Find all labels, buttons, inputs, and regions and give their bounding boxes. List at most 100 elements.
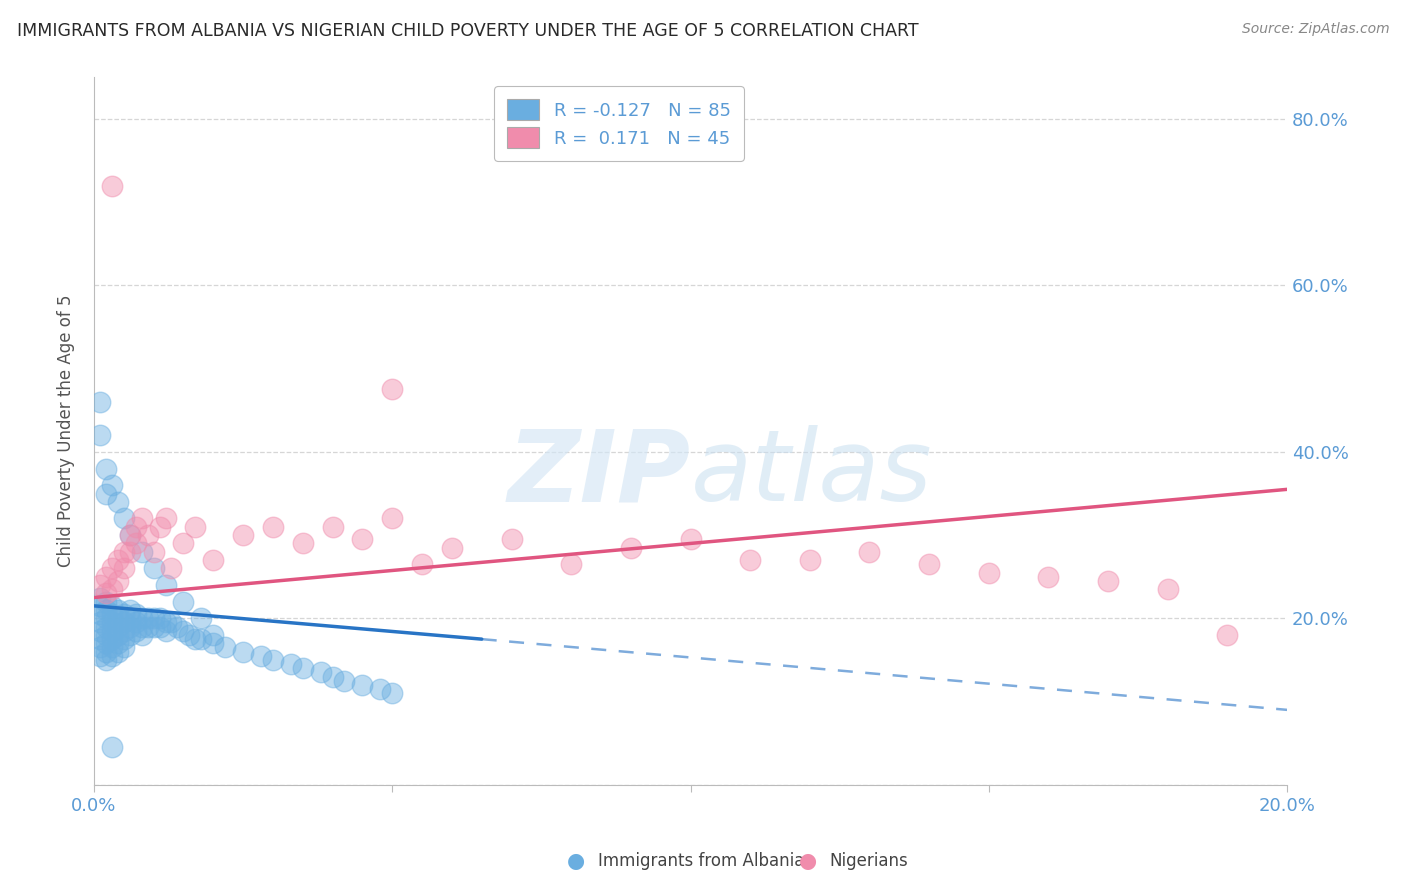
Point: [148, 520, 170, 534]
Point: [131, 511, 153, 525]
Point: [125, 607, 148, 622]
Point: [179, 628, 201, 642]
Point: [142, 561, 165, 575]
Point: [107, 636, 129, 650]
Point: [352, 678, 374, 692]
Point: [148, 620, 170, 634]
Text: ZIP: ZIP: [508, 425, 690, 522]
Point: [94, 620, 117, 634]
Point: [89, 591, 111, 605]
Point: [166, 620, 188, 634]
Y-axis label: Child Poverty Under the Age of 5: Child Poverty Under the Age of 5: [58, 295, 75, 567]
Point: [136, 620, 159, 634]
Point: [94, 595, 117, 609]
Point: [142, 611, 165, 625]
Point: [322, 669, 344, 683]
Point: [89, 395, 111, 409]
Point: [172, 624, 194, 638]
Point: [112, 607, 135, 622]
Point: [94, 611, 117, 625]
Point: [94, 603, 117, 617]
Text: ●: ●: [800, 851, 817, 871]
Point: [118, 620, 141, 634]
Point: [136, 611, 159, 625]
Point: [184, 632, 207, 647]
Point: [118, 611, 141, 625]
Point: [918, 558, 941, 572]
Point: [352, 533, 374, 547]
Point: [214, 640, 236, 655]
Point: [1097, 574, 1119, 588]
Point: [94, 570, 117, 584]
Point: [118, 603, 141, 617]
Point: [411, 558, 433, 572]
Point: [94, 586, 117, 600]
Point: [280, 657, 302, 672]
Point: [232, 528, 254, 542]
Point: [101, 599, 124, 613]
Point: [107, 574, 129, 588]
Point: [309, 665, 332, 680]
Point: [172, 536, 194, 550]
Point: [89, 599, 111, 613]
Point: [101, 615, 124, 630]
Point: [262, 653, 284, 667]
Point: [679, 533, 702, 547]
Point: [112, 632, 135, 647]
Text: IMMIGRANTS FROM ALBANIA VS NIGERIAN CHILD POVERTY UNDER THE AGE OF 5 CORRELATION: IMMIGRANTS FROM ALBANIA VS NIGERIAN CHIL…: [17, 22, 918, 40]
Point: [160, 561, 183, 575]
Point: [107, 611, 129, 625]
Point: [101, 561, 124, 575]
Point: [125, 536, 148, 550]
Point: [155, 511, 177, 525]
Point: [125, 520, 148, 534]
Point: [89, 640, 111, 655]
Point: [89, 624, 111, 638]
Point: [89, 648, 111, 663]
Point: [107, 628, 129, 642]
Point: [94, 486, 117, 500]
Text: Source: ZipAtlas.com: Source: ZipAtlas.com: [1241, 22, 1389, 37]
Point: [262, 520, 284, 534]
Point: [118, 528, 141, 542]
Point: [118, 545, 141, 559]
Point: [1038, 570, 1060, 584]
Point: [381, 383, 404, 397]
Point: [202, 628, 225, 642]
Point: [125, 615, 148, 630]
Text: Immigrants from Albania: Immigrants from Albania: [598, 852, 804, 870]
Point: [118, 628, 141, 642]
Point: [440, 541, 463, 555]
Point: [131, 611, 153, 625]
Point: [101, 178, 124, 193]
Point: [94, 653, 117, 667]
Point: [94, 636, 117, 650]
Point: [977, 566, 1000, 580]
Point: [142, 545, 165, 559]
Point: [101, 640, 124, 655]
Point: [620, 541, 643, 555]
Point: [172, 595, 194, 609]
Point: [381, 686, 404, 700]
Point: [112, 545, 135, 559]
Point: [94, 628, 117, 642]
Point: [101, 624, 124, 638]
Point: [501, 533, 523, 547]
Point: [858, 545, 880, 559]
Text: Nigerians: Nigerians: [830, 852, 908, 870]
Point: [101, 740, 124, 755]
Point: [136, 528, 159, 542]
Point: [160, 615, 183, 630]
Point: [112, 511, 135, 525]
Point: [381, 511, 404, 525]
Point: [101, 607, 124, 622]
Point: [107, 553, 129, 567]
Point: [131, 545, 153, 559]
Point: [155, 578, 177, 592]
Point: [1157, 582, 1180, 597]
Point: [101, 478, 124, 492]
Point: [131, 620, 153, 634]
Point: [107, 495, 129, 509]
Point: [184, 520, 207, 534]
Point: [118, 528, 141, 542]
